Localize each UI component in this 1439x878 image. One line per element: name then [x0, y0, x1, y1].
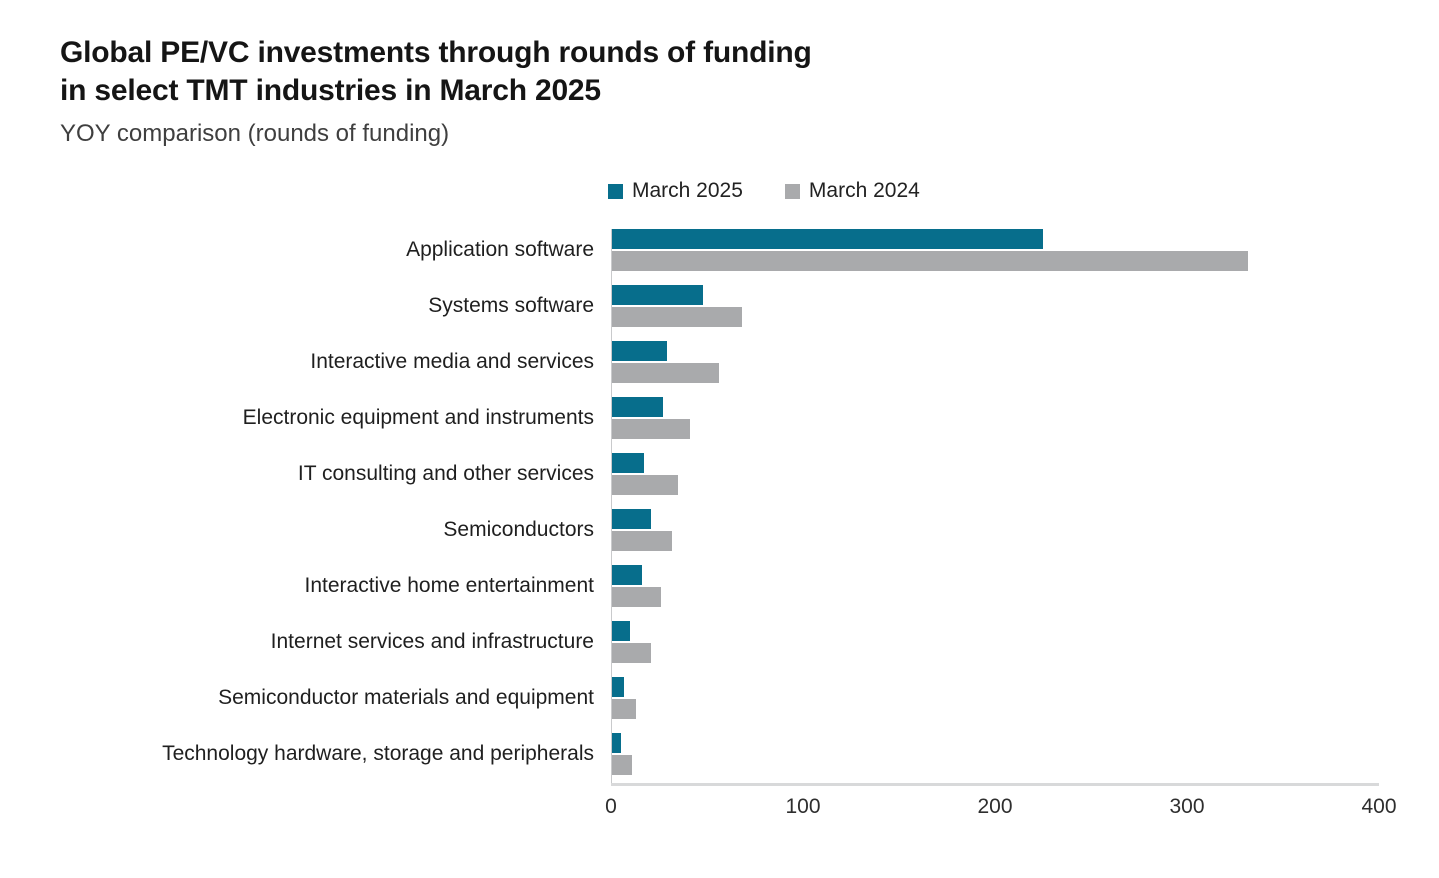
- bar-march-2024: [611, 699, 636, 719]
- bar-march-2024: [611, 363, 719, 383]
- chart-row: Interactive media and services: [60, 341, 1379, 383]
- category-label: Internet services and infrastructure: [270, 630, 594, 653]
- bar-march-2024: [611, 643, 652, 663]
- bar-chart: Application software Systems software In…: [60, 229, 1397, 823]
- legend-item-march-2025: March 2025: [608, 179, 743, 203]
- bar-pair: [611, 453, 1379, 495]
- bar-march-2025: [611, 285, 704, 305]
- bar-march-2024: [611, 307, 742, 327]
- bar-march-2025: [611, 397, 663, 417]
- legend-label-march-2025: March 2025: [632, 179, 743, 202]
- bar-march-2024: [611, 419, 690, 439]
- x-axis-tick-label: 0: [605, 795, 617, 818]
- x-axis-ticks: 0 100 200 300 400: [605, 795, 1396, 823]
- category-label: Semiconductor materials and equipment: [218, 686, 594, 709]
- bar-march-2025: [611, 229, 1043, 249]
- bar-pair: [611, 229, 1379, 271]
- chart-row: IT consulting and other services: [60, 453, 1379, 495]
- bar-pair: [611, 285, 1379, 327]
- legend-swatch-march-2025: [608, 183, 623, 199]
- bar-march-2025: [611, 453, 644, 473]
- chart-row: Interactive home entertainment: [60, 565, 1379, 607]
- title-line-2: in select TMT industries in March 2025: [60, 74, 601, 107]
- bar-pair: [611, 397, 1379, 439]
- chart-row: Semiconductors: [60, 509, 1379, 551]
- category-label: Interactive home entertainment: [304, 574, 595, 597]
- category-label: Semiconductors: [443, 518, 594, 541]
- x-axis-tick-label: 400: [1361, 795, 1397, 818]
- chart-row: Application software: [60, 229, 1379, 271]
- bar-march-2025: [611, 341, 667, 361]
- bar-pair: [611, 565, 1379, 607]
- chart-rows: Application software Systems software In…: [60, 229, 1379, 775]
- bar-march-2024: [611, 531, 673, 551]
- bar-march-2025: [611, 565, 642, 585]
- bar-pair: [611, 677, 1379, 719]
- bar-pair: [611, 509, 1379, 551]
- bar-pair: [611, 341, 1379, 383]
- bar-march-2024: [611, 475, 679, 495]
- x-axis-line: [611, 783, 1379, 786]
- chart-subtitle: YOY comparison (rounds of funding): [60, 120, 450, 147]
- bar-march-2024: [611, 755, 633, 775]
- x-axis-tick-label: 300: [1169, 795, 1205, 818]
- category-label: Technology hardware, storage and periphe…: [162, 742, 594, 765]
- bar-march-2025: [611, 621, 631, 641]
- bar-march-2024: [611, 587, 661, 607]
- category-label: IT consulting and other services: [297, 462, 594, 485]
- chart-row: Electronic equipment and instruments: [60, 397, 1379, 439]
- bar-march-2025: [611, 509, 652, 529]
- chart-row: Systems software: [60, 285, 1379, 327]
- bar-march-2025: [611, 677, 625, 697]
- category-label: Electronic equipment and instruments: [242, 406, 594, 429]
- title-line-1: Global PE/VC investments through rounds …: [60, 36, 812, 69]
- bar-march-2025: [611, 733, 621, 753]
- category-label: Application software: [406, 238, 594, 261]
- page-title: Global PE/VC investments through rounds …: [60, 34, 1379, 110]
- category-label: Interactive media and services: [310, 350, 594, 373]
- bar-march-2024: [611, 251, 1249, 271]
- chart-row: Internet services and infrastructure: [60, 621, 1379, 663]
- bar-pair: [611, 621, 1379, 663]
- x-axis-tick-label: 100: [785, 795, 821, 818]
- chart-legend: March 2025 March 2024: [608, 179, 1379, 203]
- x-axis-tick-label: 200: [977, 795, 1013, 818]
- legend-label-march-2024: March 2024: [808, 179, 920, 202]
- chart-row: Technology hardware, storage and periphe…: [60, 733, 1379, 775]
- bar-pair: [611, 733, 1379, 775]
- x-axis: 0 100 200 300 400: [605, 783, 1397, 823]
- legend-item-march-2024: March 2024: [784, 179, 920, 203]
- category-label: Systems software: [428, 294, 594, 317]
- chart-row: Semiconductor materials and equipment: [60, 677, 1379, 719]
- legend-swatch-march-2024: [784, 183, 800, 199]
